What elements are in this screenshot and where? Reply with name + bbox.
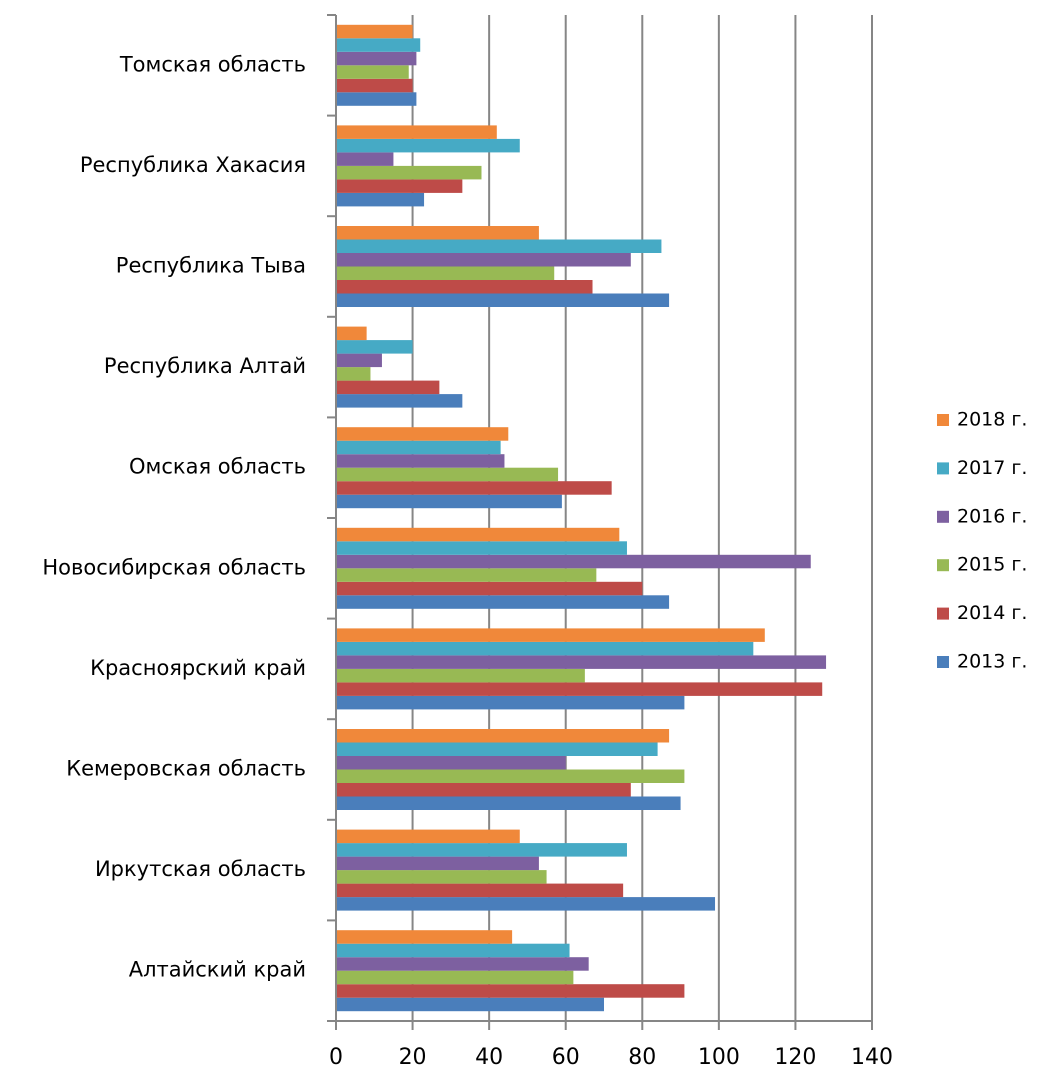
bar bbox=[336, 970, 574, 985]
legend-swatch bbox=[937, 656, 949, 668]
bar bbox=[336, 695, 685, 710]
bar bbox=[336, 769, 685, 783]
x-tick-label: 20 bbox=[399, 1045, 427, 1070]
legend-label: 2017 г. bbox=[957, 457, 1027, 479]
y-tick-label: Республика Алтай bbox=[104, 354, 306, 378]
y-tick-label: Новосибирская область bbox=[42, 555, 306, 579]
y-tick-label: Кемеровская область bbox=[66, 757, 306, 781]
bar bbox=[336, 843, 627, 857]
bar bbox=[336, 326, 367, 341]
legend-label: 2013 г. bbox=[957, 651, 1027, 673]
bar bbox=[336, 340, 413, 354]
bar bbox=[336, 24, 413, 39]
bar bbox=[336, 192, 425, 207]
bar bbox=[336, 668, 585, 683]
x-tick-label: 140 bbox=[851, 1045, 893, 1070]
x-tick-label: 120 bbox=[774, 1045, 816, 1070]
bar bbox=[336, 554, 811, 569]
bar bbox=[336, 568, 597, 582]
y-tick-label: Томская область bbox=[119, 52, 306, 76]
bar bbox=[336, 628, 765, 642]
bar bbox=[336, 394, 463, 408]
bar bbox=[336, 152, 394, 166]
bar bbox=[336, 984, 685, 998]
bar bbox=[336, 293, 670, 307]
y-tick-label: Республика Тыва bbox=[116, 254, 306, 278]
bar bbox=[336, 65, 409, 79]
bar bbox=[336, 38, 421, 52]
legend-swatch bbox=[937, 414, 949, 426]
bar bbox=[336, 742, 658, 756]
bar bbox=[336, 756, 566, 770]
legend-swatch bbox=[937, 510, 949, 523]
bar bbox=[336, 353, 382, 368]
bar bbox=[336, 467, 559, 482]
bar bbox=[336, 179, 463, 193]
bar bbox=[336, 883, 624, 898]
bar bbox=[336, 595, 670, 609]
bar bbox=[336, 541, 627, 555]
bar bbox=[336, 997, 604, 1012]
x-tick-label: 40 bbox=[475, 1045, 503, 1070]
bar bbox=[336, 253, 631, 267]
legend-swatch bbox=[937, 559, 949, 572]
bar bbox=[336, 527, 620, 542]
bar bbox=[336, 481, 612, 495]
x-tick-label: 80 bbox=[628, 1045, 656, 1070]
x-tick-label: 60 bbox=[552, 1045, 580, 1070]
legend-label: 2014 г. bbox=[957, 602, 1027, 624]
bar bbox=[336, 897, 716, 911]
bar bbox=[336, 641, 754, 656]
bar bbox=[336, 943, 570, 958]
x-tick-label: 0 bbox=[329, 1045, 343, 1070]
bar bbox=[336, 870, 547, 884]
bar bbox=[336, 138, 520, 153]
bar bbox=[336, 78, 413, 93]
y-tick-label: Республика Хакасия bbox=[80, 153, 306, 177]
bar bbox=[336, 367, 371, 381]
bar bbox=[336, 226, 539, 240]
bar bbox=[336, 92, 417, 106]
y-tick-label: Алтайский край bbox=[129, 958, 306, 982]
bar bbox=[336, 856, 539, 871]
x-tick-label: 100 bbox=[698, 1045, 740, 1070]
bar bbox=[336, 239, 662, 253]
bar bbox=[336, 454, 505, 468]
bar bbox=[336, 796, 681, 810]
legend-label: 2018 г. bbox=[957, 409, 1027, 431]
bar bbox=[336, 165, 482, 180]
y-tick-label: Омская область bbox=[129, 455, 306, 479]
bar bbox=[336, 829, 520, 844]
bar bbox=[336, 494, 562, 509]
bar bbox=[336, 655, 827, 669]
y-tick-label: Иркутская область bbox=[95, 857, 306, 881]
bar bbox=[336, 380, 440, 395]
bar bbox=[336, 427, 509, 441]
bar bbox=[336, 783, 631, 797]
legend-swatch bbox=[937, 462, 949, 475]
bar bbox=[336, 125, 497, 139]
bar bbox=[336, 266, 555, 280]
legend-swatch bbox=[937, 607, 949, 620]
y-tick-label: Красноярский край bbox=[90, 656, 306, 680]
bar bbox=[336, 51, 417, 66]
bar bbox=[336, 930, 513, 944]
bar bbox=[336, 729, 670, 743]
bar bbox=[336, 682, 823, 696]
bar bbox=[336, 280, 593, 294]
bar bbox=[336, 581, 643, 596]
legend-label: 2016 г. bbox=[957, 505, 1027, 527]
bar bbox=[336, 440, 501, 455]
legend-label: 2015 г. bbox=[957, 554, 1027, 576]
bar bbox=[336, 957, 589, 971]
